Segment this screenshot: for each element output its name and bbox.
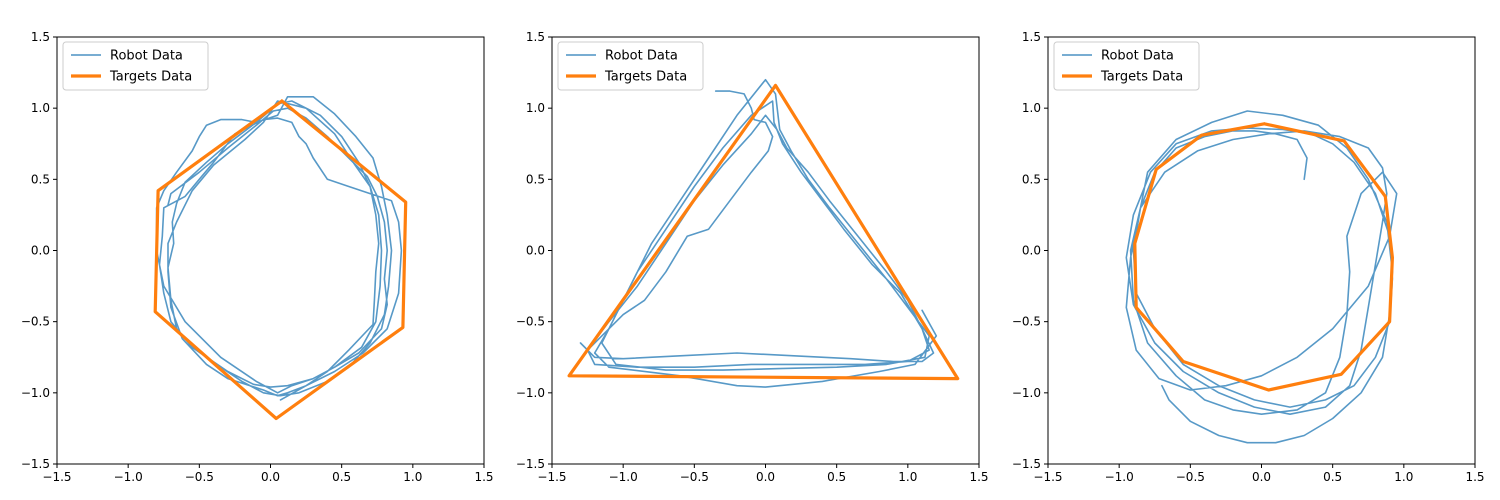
y-tick-label: −1.0	[1012, 386, 1041, 400]
x-tick-label: 1.0	[403, 470, 422, 484]
legend-box	[557, 41, 704, 91]
y-tick-label: −0.5	[21, 315, 50, 329]
y-tick-label: 0.0	[1022, 244, 1041, 258]
x-tick-label: 0.0	[261, 470, 280, 484]
x-tick-label: 1.5	[1465, 470, 1484, 484]
chart-panel-2: −1.5 −1.0 −0.5 0.0 0.5 1.0 1.5 −1.5 −1.0 −0.5 0.0 0…	[516, 30, 989, 484]
y-tick-label: −1.5	[1012, 457, 1041, 471]
x-tick-label: −0.5	[680, 470, 709, 484]
x-tick-label: 0.5	[1323, 470, 1342, 484]
legend-box	[62, 41, 209, 91]
legend-label: Targets Data	[604, 70, 687, 85]
x-tick-label: −1.5	[1033, 470, 1062, 484]
chart-panel-3: −1.5 −1.0 −0.5 0.0 0.5 1.0 1.5 −1.5 −1.0 −0.5 0.0 0…	[1012, 30, 1485, 484]
legend-label: Robot Data	[1101, 49, 1174, 64]
legend-label: Robot Data	[605, 49, 678, 64]
y-tick-label: 1.0	[31, 101, 50, 115]
y-tick-label: −0.5	[1012, 315, 1041, 329]
x-tick-label: −1.5	[42, 470, 71, 484]
legend: Robot Data Targets Data	[1053, 41, 1200, 91]
legend-label: Targets Data	[1100, 70, 1183, 85]
series-line-targets	[153, 99, 408, 421]
series-line-robot	[579, 78, 938, 388]
x-tick-label: 1.5	[474, 470, 493, 484]
y-tick-label: −1.5	[21, 457, 50, 471]
panels: −1.5 −1.0 −0.5 0.0 0.5 1.0 1.5 −1.5 −1.0 −0.5 0.0 0…	[21, 30, 1485, 484]
y-tick-label: −1.5	[516, 457, 545, 471]
series-line-targets	[567, 83, 960, 381]
y-tick-label: 0.5	[31, 172, 50, 186]
x-tick-label: −0.5	[1176, 470, 1205, 484]
legend: Robot Data Targets Data	[62, 41, 209, 91]
x-tick-label: 0.0	[1252, 470, 1271, 484]
y-tick-label: 0.0	[31, 244, 50, 258]
legend-label: Targets Data	[109, 70, 192, 85]
y-tick-label: −1.0	[516, 386, 545, 400]
x-tick-label: 0.0	[756, 470, 775, 484]
legend-label: Robot Data	[110, 49, 183, 64]
series-line-targets	[1133, 122, 1395, 392]
x-tick-label: 1.5	[969, 470, 988, 484]
x-tick-label: 1.0	[1394, 470, 1413, 484]
y-tick-label: 1.5	[31, 30, 50, 44]
y-tick-label: 1.0	[1022, 101, 1041, 115]
x-tick-label: 1.0	[898, 470, 917, 484]
x-tick-label: −1.0	[1105, 470, 1134, 484]
series-line-robot	[1125, 110, 1398, 444]
x-tick-label: 0.5	[332, 470, 351, 484]
x-tick-label: −1.0	[114, 470, 143, 484]
legend-box	[1053, 41, 1200, 91]
y-tick-label: −1.0	[21, 386, 50, 400]
y-tick-label: 1.5	[1022, 30, 1041, 44]
x-tick-label: −1.0	[609, 470, 638, 484]
y-tick-label: 1.5	[526, 30, 545, 44]
y-tick-label: 0.5	[1022, 172, 1041, 186]
y-tick-label: 0.5	[526, 172, 545, 186]
chart-panel-1: −1.5 −1.0 −0.5 0.0 0.5 1.0 1.5 −1.5 −1.0 −0.5 0.0 0…	[21, 30, 494, 484]
y-tick-label: 1.0	[526, 101, 545, 115]
y-tick-label: −0.5	[516, 315, 545, 329]
x-tick-label: −0.5	[185, 470, 214, 484]
series-line-robot	[155, 96, 403, 401]
x-tick-label: −1.5	[537, 470, 566, 484]
x-tick-label: 0.5	[827, 470, 846, 484]
y-tick-label: 0.0	[526, 244, 545, 258]
legend: Robot Data Targets Data	[557, 41, 704, 91]
